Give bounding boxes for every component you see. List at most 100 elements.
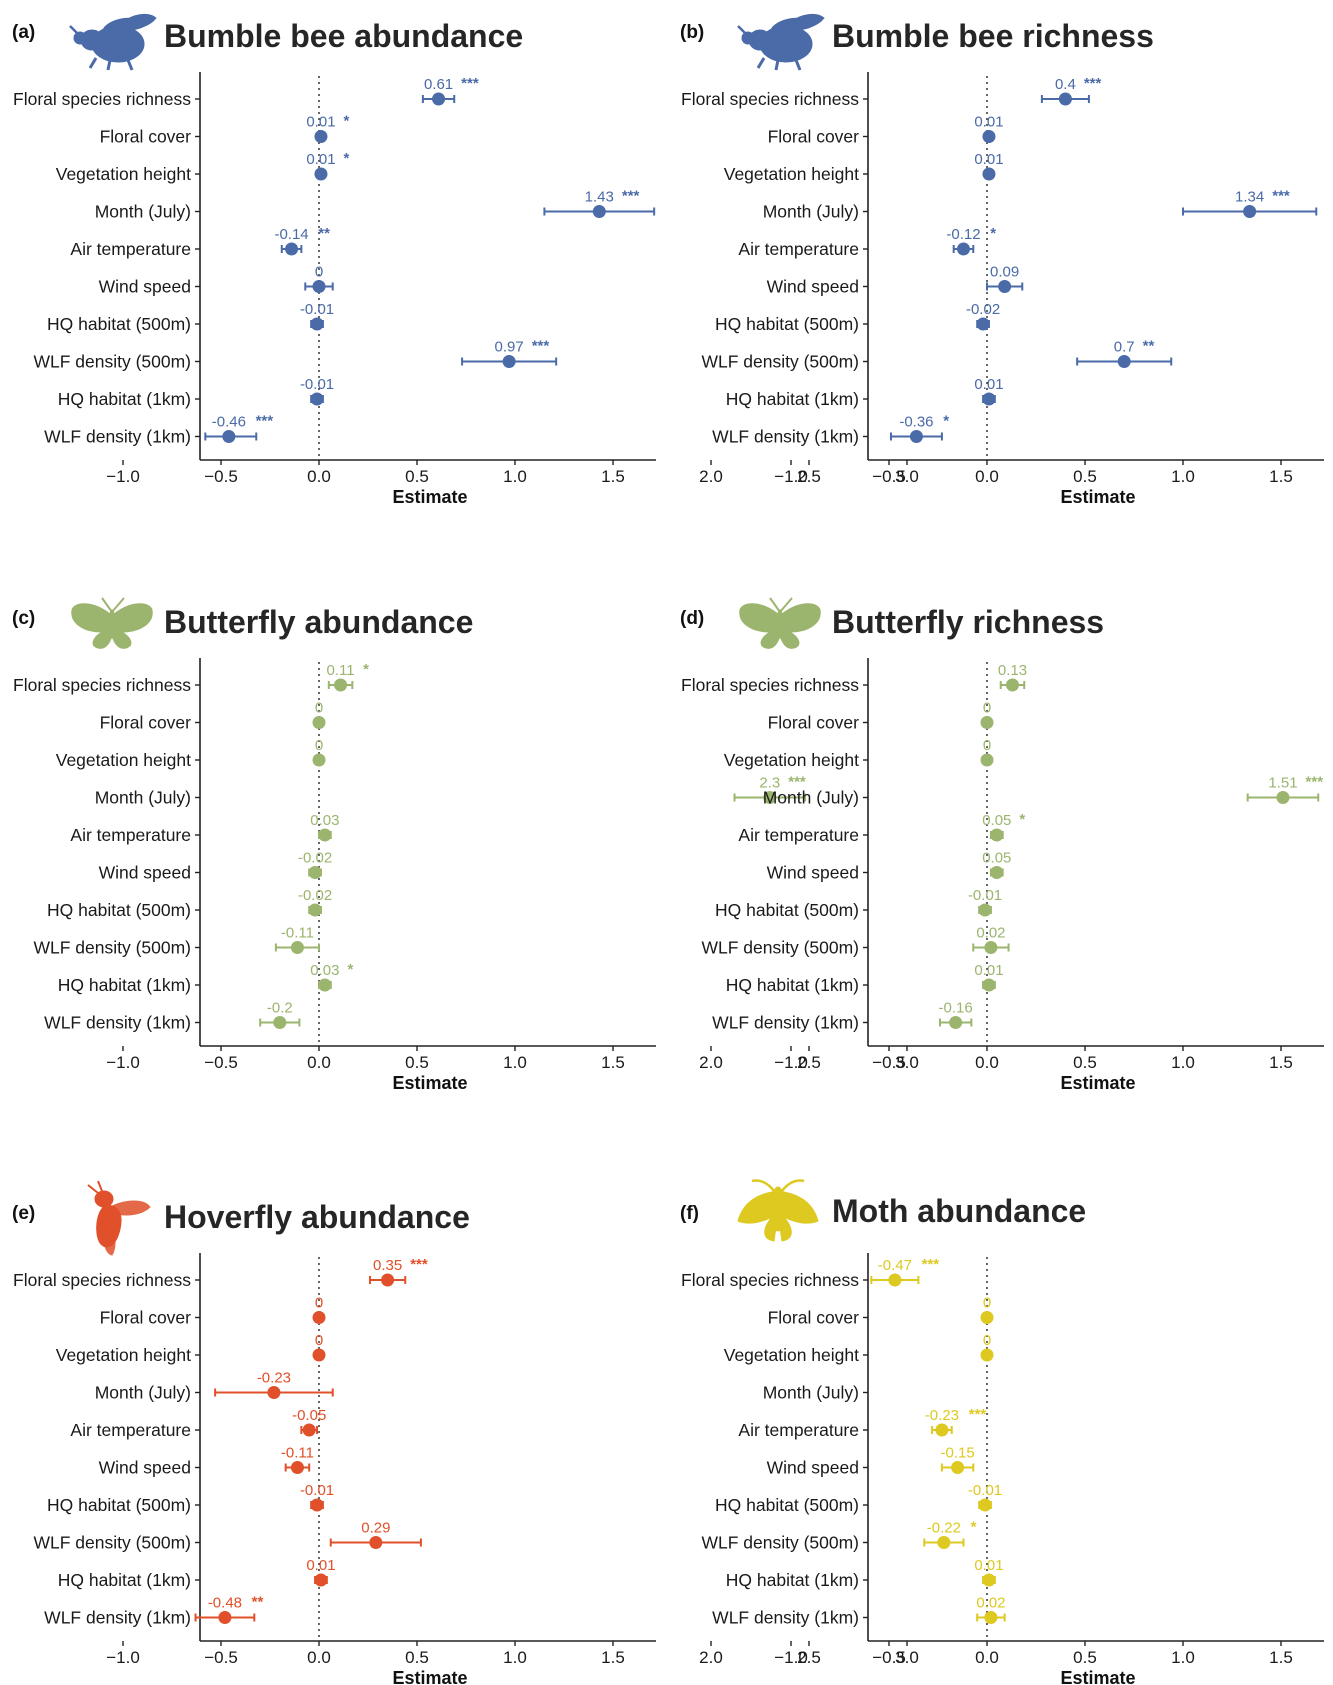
row-label: Wind speed [99,863,191,883]
panel-letter: (a) [12,22,35,43]
row-label: HQ habitat (500m) [47,314,191,334]
estimate-point [980,1311,994,1324]
row-label: Month (July) [763,1383,859,1403]
value-label: -0.16 [939,1000,973,1017]
significance-label: *** [788,774,806,791]
significance-label: *** [622,188,640,205]
row-label: Floral cover [768,127,860,147]
panel-c: (c) Butterfly abundance −1.0 −0.5 0.0 0.5 1.… [12,597,919,1093]
panel-letter: (e) [12,1203,35,1224]
value-label: -0.14 [274,226,308,243]
plot-area: −1.0 −0.5 0.0 0.5 1.0 1.5 2.0 2.5 3.0 Estimate Flo… [681,72,1324,507]
estimate-point [1243,205,1257,218]
panel-title: Butterfly richness [832,604,1104,640]
value-label: -0.23 [925,1407,959,1424]
estimate-point [956,242,970,256]
value-label: -0.48 [208,1595,242,1612]
estimate-point [982,130,996,143]
estimate-point [273,1016,287,1029]
estimate-point [312,280,326,293]
x-tick-label: −0.5 [204,1053,238,1072]
value-label: 0 [315,1332,323,1349]
x-tick-label: 1.5 [1269,1053,1293,1072]
x-tick-label: 1.0 [503,467,527,486]
significance-label: *** [922,1256,940,1273]
x-tick-label: −1.0 [106,467,140,486]
row-label: Floral species richness [681,675,859,695]
estimate-point [592,205,606,218]
value-label: 0.29 [361,1520,390,1537]
significance-label: *** [410,1256,428,1273]
value-label: 0.11 [327,662,355,679]
row-label: Vegetation height [724,750,859,770]
x-tick-label: 3.0 [895,1053,919,1072]
x-tick-label: −0.5 [872,1053,906,1072]
estimate-point [308,903,322,917]
row-label: Wind speed [99,1458,191,1478]
x-tick-label: 0.5 [405,1648,429,1667]
significance-label: *** [532,338,550,355]
row-label: Vegetation height [724,1345,859,1365]
value-label: -0.01 [968,1482,1002,1499]
row-label: HQ habitat (1km) [726,975,859,995]
value-label: 0.4 [1055,76,1076,93]
value-label: 0.09 [990,264,1019,281]
estimate-point [982,392,996,406]
panel-title: Bumble bee abundance [164,18,523,54]
row-label: Vegetation height [56,750,191,770]
x-tick-label: −1.0 [774,1053,808,1072]
estimate-point [318,828,332,842]
estimate-point [980,753,994,767]
x-tick-label: 2.0 [699,467,723,486]
value-label: 0.03 [310,962,339,979]
estimate-point [334,678,348,692]
value-label: -0.05 [292,1407,326,1424]
x-tick-label: 1.0 [503,1053,527,1072]
estimate-point [982,167,996,181]
value-label: -0.15 [940,1445,974,1462]
value-label: 0.01 [974,1557,1003,1574]
estimate-point [949,1016,963,1029]
row-label: Air temperature [738,239,859,259]
row-label: Floral species richness [681,1270,859,1290]
x-tick-label: 2.5 [797,1648,821,1667]
significance-label: * [1019,811,1025,828]
value-label: 1.34 [1235,189,1264,206]
x-tick-label: −1.0 [774,467,808,486]
x-tick-label: −1.0 [106,1053,140,1072]
significance-label: *** [969,1406,987,1423]
estimate-point [935,1423,949,1437]
row-label: WLF density (1km) [712,427,859,447]
value-label: 1.51 [1268,775,1297,792]
row-label: HQ habitat (500m) [47,900,191,920]
row-label: HQ habitat (500m) [715,314,859,334]
row-label: Month (July) [763,202,859,222]
x-tick-label: 2.0 [699,1053,723,1072]
row-label: Floral species richness [13,675,191,695]
panel-letter: (b) [680,22,704,43]
x-axis-title: Estimate [1060,1073,1135,1093]
panel-b: (b) Bumble bee richness −1.0 −0.5 0.0 0.5 1.… [680,12,1324,507]
row-label: Month (July) [95,788,191,808]
significance-label: *** [1306,774,1324,791]
significance-label: * [363,661,369,678]
row-label: Vegetation height [724,164,859,184]
value-label: 0.35 [373,1257,402,1274]
significance-label: * [971,1519,977,1536]
estimate-point [314,1573,328,1587]
plot-area: −1.0 −0.5 0.0 0.5 1.0 1.5 2.0 2.5 3.0 Estimate Flo… [13,1253,919,1685]
panel-a: (a) Bumble bee abundance −1.0 −0.5 0.0 0.5 1… [12,12,919,507]
x-tick-label: −0.5 [204,1648,238,1667]
estimate-point [290,941,304,954]
row-label: Floral species richness [681,89,859,109]
panel-letter: (d) [680,608,704,629]
butterfly-icon [738,597,822,650]
row-label: WLF density (500m) [701,1533,859,1553]
value-label: -0.02 [298,850,332,867]
estimate-point [432,92,446,106]
value-label: 0.03 [310,812,339,829]
estimate-point [308,866,322,879]
row-label: Air temperature [70,1420,191,1440]
row-label: HQ habitat (1km) [726,1570,859,1590]
